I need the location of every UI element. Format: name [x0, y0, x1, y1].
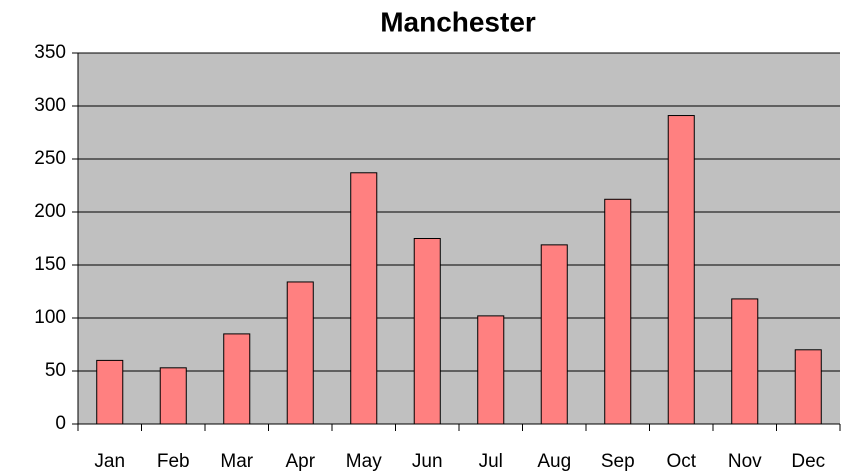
plot-area — [78, 53, 840, 424]
y-tick-label: 50 — [45, 360, 66, 381]
chart-title: Manchester — [380, 6, 536, 37]
x-tick-label: Sep — [601, 451, 635, 472]
x-tick-label: Apr — [285, 451, 315, 472]
y-tick-label: 350 — [34, 42, 66, 63]
bar — [413, 238, 441, 425]
bar — [667, 115, 695, 425]
x-tick-label: Feb — [157, 451, 190, 472]
y-tick-label: 250 — [34, 148, 66, 169]
bar — [731, 298, 759, 425]
y-tick-label: 300 — [34, 95, 66, 116]
x-tick-label: May — [346, 451, 382, 472]
y-tick-label: 150 — [34, 254, 66, 275]
y-tick-label: 100 — [34, 307, 66, 328]
bar — [159, 367, 187, 425]
y-tick-label: 200 — [34, 201, 66, 222]
y-tick-label: 0 — [55, 413, 66, 434]
x-tick-label: Jul — [479, 451, 503, 472]
x-tick-label: Aug — [537, 451, 571, 472]
x-tick-label: Oct — [666, 451, 696, 472]
x-tick-label: Mar — [220, 451, 253, 472]
bar — [286, 281, 314, 425]
bar — [223, 333, 251, 425]
bar — [794, 349, 822, 425]
bar — [350, 172, 378, 425]
x-tick-label: Jun — [412, 451, 443, 472]
x-tick-label: Dec — [791, 451, 825, 472]
x-tick-label: Jan — [94, 451, 125, 472]
bar — [604, 198, 632, 425]
bar — [96, 359, 124, 425]
bar — [540, 244, 568, 425]
x-tick-label: Nov — [728, 451, 762, 472]
bar — [477, 315, 505, 425]
